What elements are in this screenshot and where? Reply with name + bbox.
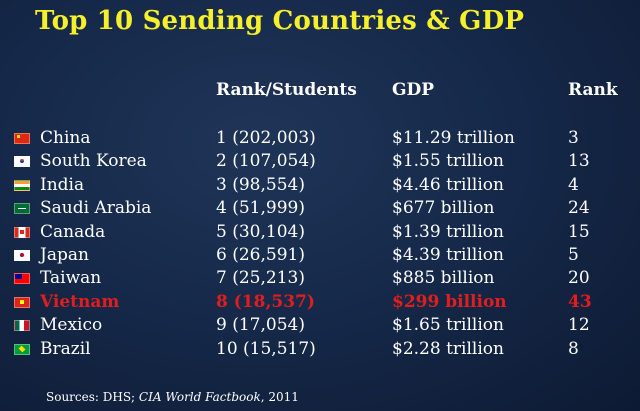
gdp-value: $4.46 trillion [392, 174, 504, 195]
students-rank: 8 (18,537) [216, 291, 315, 312]
table-row: India 3 (98,554) $4.46 trillion 4 [0, 175, 640, 198]
gdp-value: $1.65 trillion [392, 315, 504, 336]
gdp-rank: 15 [568, 221, 590, 242]
sources-suffix: , 2011 [260, 390, 299, 404]
sources-prefix: Sources: DHS; [46, 390, 139, 404]
gdp-value: $11.29 trillion [392, 128, 515, 148]
sources-publication: CIA World Factbook [138, 390, 261, 404]
country-name: Japan [40, 244, 89, 265]
table-row-highlighted: Vietnam 8 (18,537) $299 billion 43 [0, 292, 640, 315]
china-flag-icon [14, 133, 30, 144]
students-rank: 3 (98,554) [216, 174, 305, 195]
slide-title: Top 10 Sending Countries & GDP [35, 6, 525, 36]
sources-note: Sources: DHS; CIA World Factbook, 2011 [46, 390, 299, 404]
country-name: Mexico [40, 315, 103, 336]
taiwan-flag-icon [14, 273, 30, 285]
vietnam-flag-icon [14, 296, 30, 308]
gdp-value: $1.55 trillion [392, 151, 504, 172]
table-row: Mexico 9 (17,054) $1.65 trillion 12 [0, 315, 640, 338]
brazil-flag-icon [14, 343, 30, 355]
gdp-value: $4.39 trillion [392, 244, 504, 265]
table-row: South Korea 2 (107,054) $1.55 trillion 1… [0, 151, 640, 174]
students-rank: 2 (107,054) [216, 151, 316, 172]
gdp-rank: 20 [568, 268, 590, 289]
gdp-rank: 12 [568, 315, 590, 336]
students-rank: 7 (25,213) [216, 268, 305, 289]
country-name: Canada [40, 221, 106, 242]
table-row: Japan 6 (26,591) $4.39 trillion 5 [0, 245, 640, 268]
gdp-value: $885 billion [392, 268, 495, 289]
gdp-rank: 43 [568, 291, 592, 312]
students-rank: 4 (51,999) [216, 198, 305, 219]
country-name: India [40, 174, 85, 195]
country-name: South Korea [40, 151, 147, 172]
gdp-rank: 24 [568, 198, 590, 219]
south-korea-flag-icon [14, 156, 30, 168]
india-flag-icon [14, 179, 30, 191]
students-rank: 5 (30,104) [216, 221, 305, 242]
japan-flag-icon [14, 249, 30, 261]
header-rank: Rank [568, 80, 618, 100]
table-row: China 1 (202,003) $11.29 trillion 3 [0, 128, 640, 151]
gdp-value: $299 billion [392, 291, 507, 312]
saudi-arabia-flag-icon [14, 203, 30, 215]
table-row: Brazil 10 (15,517) $2.28 trillion 8 [0, 339, 640, 362]
canada-flag-icon [14, 226, 30, 238]
gdp-rank: 13 [568, 151, 590, 172]
country-name: China [40, 128, 91, 148]
students-rank: 9 (17,054) [216, 315, 305, 336]
header-rank-students: Rank/Students [216, 80, 357, 100]
gdp-value: $677 billion [392, 198, 495, 219]
students-rank: 6 (26,591) [216, 244, 305, 265]
mexico-flag-icon [14, 320, 30, 332]
table-row: Canada 5 (30,104) $1.39 trillion 15 [0, 222, 640, 245]
gdp-rank: 8 [568, 338, 579, 359]
table-row: Saudi Arabia 4 (51,999) $677 billion 24 [0, 198, 640, 221]
countries-table: China 1 (202,003) $11.29 trillion 3 Sout… [0, 128, 640, 362]
country-name: Saudi Arabia [40, 198, 152, 219]
header-gdp: GDP [392, 80, 435, 100]
gdp-value: $2.28 trillion [392, 338, 504, 359]
gdp-value: $1.39 trillion [392, 221, 504, 242]
country-name: Taiwan [40, 268, 102, 289]
country-name: Brazil [40, 338, 91, 359]
gdp-rank: 4 [568, 174, 579, 195]
gdp-rank: 3 [568, 128, 579, 148]
gdp-rank: 5 [568, 244, 579, 265]
table-row: Taiwan 7 (25,213) $885 billion 20 [0, 268, 640, 291]
students-rank: 1 (202,003) [216, 128, 316, 148]
students-rank: 10 (15,517) [216, 338, 316, 359]
country-name: Vietnam [40, 291, 120, 312]
